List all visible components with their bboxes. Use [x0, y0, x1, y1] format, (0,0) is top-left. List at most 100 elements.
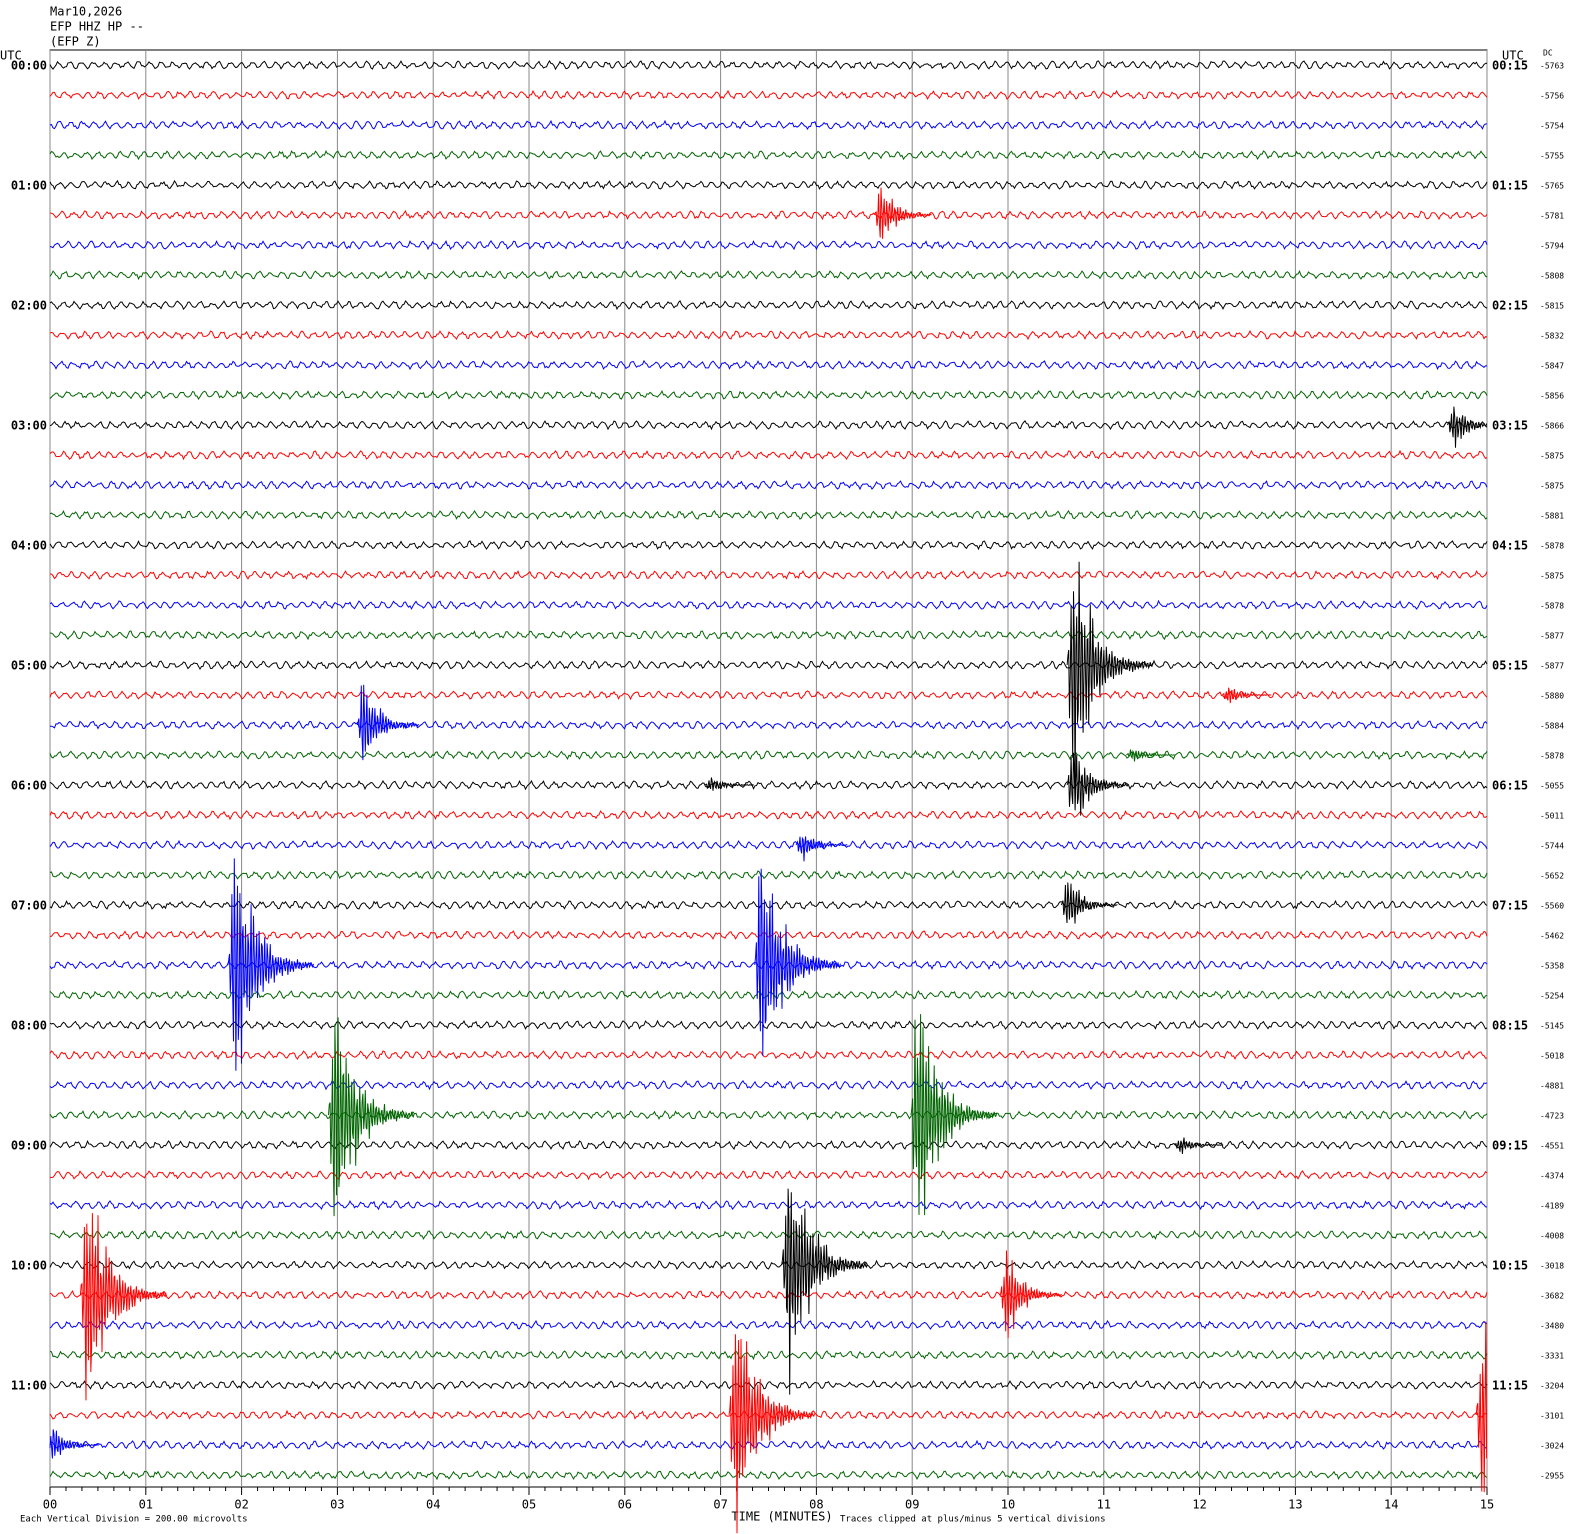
- event-waveform: [999, 1250, 1062, 1339]
- right-time-label: 05:15: [1492, 659, 1528, 673]
- trace: [49, 1199, 1488, 1211]
- event-waveform: [1174, 1137, 1224, 1154]
- event-waveform: [1066, 752, 1129, 816]
- right-time-label: 07:15: [1492, 899, 1528, 913]
- trace: [49, 179, 1488, 191]
- left-time-label: 04:00: [11, 539, 47, 553]
- dc-label: -5877: [1540, 632, 1564, 641]
- trace: [49, 1439, 1488, 1451]
- dc-label: -5755: [1540, 152, 1564, 161]
- dc-label: -3101: [1540, 1412, 1564, 1421]
- dc-label: -5358: [1540, 962, 1564, 971]
- dc-label: -5055: [1540, 782, 1564, 791]
- trace: [49, 629, 1488, 641]
- dc-label: -4374: [1540, 1172, 1564, 1181]
- trace: [49, 89, 1488, 101]
- x-tick-label: 02: [234, 1498, 248, 1512]
- event-waveform: [754, 868, 841, 1056]
- dc-label: -5560: [1540, 902, 1564, 911]
- header-line: EFP HHZ HP --: [50, 20, 144, 34]
- x-tick-label: 08: [809, 1498, 823, 1512]
- dc-label: -5875: [1540, 572, 1564, 581]
- trace: [49, 809, 1488, 821]
- right-time-label: 00:15: [1492, 59, 1528, 73]
- x-tick-label: 06: [618, 1498, 632, 1512]
- event-waveform: [1066, 561, 1154, 797]
- trace: [49, 299, 1488, 311]
- dc-label: -5832: [1540, 332, 1564, 341]
- event-waveform: [356, 684, 419, 761]
- dc-label: -4189: [1540, 1202, 1564, 1211]
- dc-label: -3480: [1540, 1322, 1564, 1331]
- dc-label: -5763: [1540, 62, 1564, 71]
- right-axis-title: UTC: [1502, 49, 1524, 63]
- dc-label: -5847: [1540, 362, 1564, 371]
- left-time-label: 06:00: [11, 779, 47, 793]
- dc-title: DC: [1543, 49, 1553, 58]
- right-time-label: 04:15: [1492, 539, 1528, 553]
- trace: [49, 1229, 1488, 1241]
- dc-label: -5254: [1540, 992, 1564, 1001]
- dc-label: -5781: [1540, 212, 1564, 221]
- trace: [49, 599, 1488, 611]
- dc-label: -5011: [1540, 812, 1564, 821]
- trace: [49, 1409, 1488, 1420]
- x-tick-label: 05: [522, 1498, 536, 1512]
- dc-label: -5462: [1540, 932, 1564, 941]
- event-waveform: [1060, 882, 1118, 924]
- dc-label: -3331: [1540, 1352, 1564, 1361]
- x-axis-title: TIME (MINUTES): [731, 1510, 832, 1524]
- event-waveform: [728, 1334, 816, 1534]
- dc-label: -5754: [1540, 122, 1564, 131]
- event-waveform: [227, 858, 314, 1071]
- x-tick-label: 12: [1192, 1498, 1206, 1512]
- dc-label: -3024: [1540, 1442, 1564, 1451]
- event-waveform: [1475, 1321, 1488, 1493]
- event-waveform: [328, 1017, 415, 1217]
- right-time-label: 06:15: [1492, 779, 1528, 793]
- left-time-label: 07:00: [11, 899, 47, 913]
- trace: [49, 899, 1488, 910]
- dc-label: -5875: [1540, 482, 1564, 491]
- dc-label: -5878: [1540, 602, 1564, 611]
- trace: [49, 420, 1488, 431]
- header-line: (EFP Z): [50, 35, 101, 49]
- trace: [49, 749, 1488, 761]
- dc-label: -5756: [1540, 92, 1564, 101]
- trace: [49, 839, 1488, 851]
- x-tick-label: 09: [905, 1498, 919, 1512]
- right-time-label: 02:15: [1492, 299, 1528, 313]
- dc-label: -3204: [1540, 1382, 1564, 1391]
- dc-label: -4723: [1540, 1112, 1564, 1121]
- dc-label: -5880: [1540, 692, 1564, 701]
- trace: [49, 389, 1488, 400]
- trace: [50, 720, 1488, 731]
- dc-label: -5018: [1540, 1052, 1564, 1061]
- trace: [49, 1470, 1488, 1481]
- x-tick-label: 14: [1384, 1498, 1398, 1512]
- dc-label: -5765: [1540, 182, 1564, 191]
- dc-label: -5866: [1540, 422, 1564, 431]
- right-time-label: 03:15: [1492, 419, 1528, 433]
- right-time-label: 09:15: [1492, 1139, 1528, 1153]
- dc-label: -5815: [1540, 302, 1564, 311]
- scale-note: Each Vertical Division = 200.00 microvol…: [20, 1515, 248, 1525]
- right-time-label: 01:15: [1492, 179, 1528, 193]
- trace: [49, 1019, 1488, 1031]
- left-time-label: 05:00: [11, 659, 47, 673]
- left-time-label: 09:00: [11, 1139, 47, 1153]
- x-tick-label: 11: [1097, 1498, 1111, 1512]
- x-tick-label: 00: [43, 1498, 57, 1512]
- trace: [49, 690, 1488, 701]
- trace: [49, 569, 1488, 581]
- right-time-label: 08:15: [1492, 1019, 1528, 1033]
- trace: [49, 1289, 1488, 1300]
- dc-label: -4881: [1540, 1082, 1564, 1091]
- event-waveform: [874, 187, 932, 239]
- event-waveform: [1447, 406, 1488, 448]
- left-time-label: 03:00: [11, 419, 47, 433]
- dc-label: -5884: [1540, 722, 1564, 731]
- dc-label: -5794: [1540, 242, 1564, 251]
